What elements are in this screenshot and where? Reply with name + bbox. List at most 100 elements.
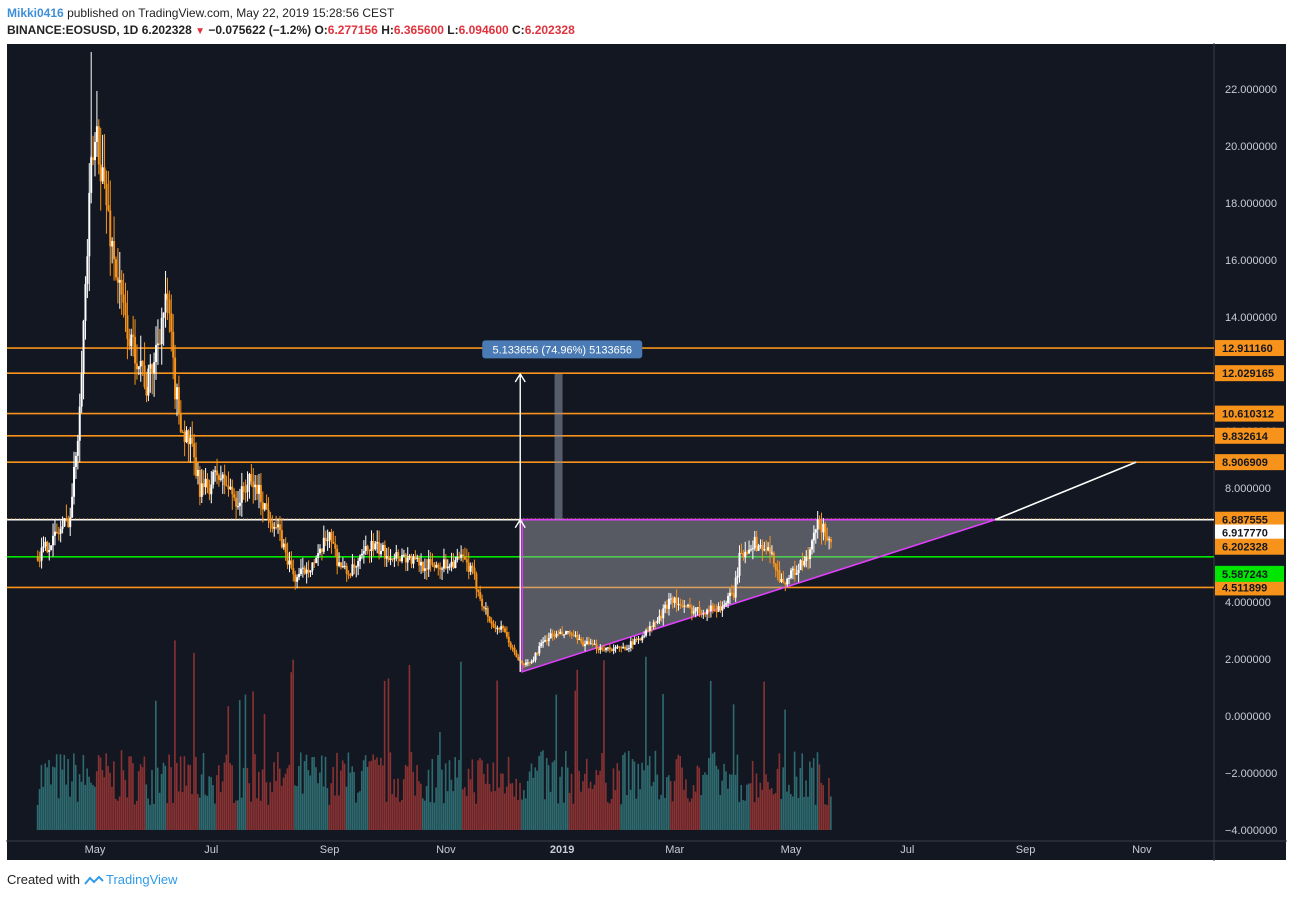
- volume-bar: [500, 773, 502, 830]
- candle-body: [488, 616, 491, 622]
- volume-bar: [538, 755, 540, 830]
- volume-bar: [519, 782, 521, 830]
- volume-bar: [761, 789, 763, 830]
- candle-body: [134, 336, 137, 364]
- volume-bar: [46, 767, 48, 830]
- candle-body: [246, 484, 249, 492]
- candle-body: [728, 592, 731, 596]
- volume-bar: [404, 764, 407, 830]
- candle-body: [355, 566, 358, 568]
- volume-bar: [563, 802, 565, 830]
- volume-bar: [271, 792, 273, 830]
- volume-bar: [429, 802, 432, 830]
- candle-body: [177, 387, 180, 415]
- volume-bar: [421, 798, 424, 830]
- volume-bar: [666, 777, 668, 830]
- volume-bar: [44, 763, 47, 830]
- candle-body: [763, 549, 766, 551]
- volume-bar: [189, 765, 191, 830]
- volume-bar: [214, 803, 216, 830]
- volume-bar: [76, 801, 79, 830]
- candle-body: [503, 628, 506, 633]
- candle-body: [366, 546, 369, 550]
- volume-bar: [42, 786, 45, 830]
- volume-bar: [313, 756, 315, 830]
- candle-body: [534, 652, 537, 660]
- volume-bar: [587, 788, 590, 830]
- candle-body: [490, 621, 493, 624]
- candle-body: [479, 592, 482, 599]
- volume-bar: [391, 794, 394, 830]
- volume-bar: [298, 766, 300, 830]
- volume-bar: [389, 752, 392, 830]
- volume-bar: [477, 760, 479, 830]
- volume-bar: [656, 774, 659, 830]
- candle-body: [374, 543, 377, 550]
- candle-body: [250, 474, 253, 482]
- candle-body: [225, 485, 228, 487]
- candle-body: [528, 662, 531, 664]
- candle-body: [454, 559, 457, 569]
- volume-bar: [334, 795, 336, 830]
- volume-bar: [105, 753, 108, 830]
- candle-body: [593, 643, 596, 645]
- volume-bar: [168, 754, 170, 830]
- candle-body: [307, 569, 310, 573]
- y-tick-label: 14.000000: [1225, 312, 1277, 324]
- volume-bar: [717, 769, 720, 830]
- volume-bar: [362, 760, 365, 830]
- candle-body: [749, 549, 752, 551]
- candle-body: [292, 568, 295, 575]
- candle-body: [606, 647, 609, 649]
- candle-body: [216, 470, 219, 476]
- volume-bar: [727, 788, 729, 830]
- candle-body: [788, 577, 791, 579]
- candle-body: [597, 649, 600, 651]
- candle-body: [172, 331, 175, 358]
- price-chart[interactable]: 5.133656 (74.96%) 5133656 22.000000 20.000…: [6, 43, 1287, 861]
- volume-bar: [103, 777, 106, 830]
- candle-body: [198, 469, 201, 497]
- chart-area[interactable]: 5.133656 (74.96%) 5133656 22.000000 20.000…: [6, 43, 1287, 861]
- candle-body: [208, 488, 211, 495]
- candle-body: [536, 652, 539, 654]
- candle-body: [362, 551, 365, 554]
- y-tick-label: 20.000000: [1225, 141, 1277, 153]
- down-arrow-icon: ▼: [195, 26, 206, 37]
- low-value: 6.094600: [458, 23, 509, 37]
- candle-body: [776, 570, 779, 572]
- candle-body: [755, 536, 758, 551]
- candle-body: [759, 545, 762, 547]
- volume-bar: [80, 781, 83, 830]
- candle-body: [612, 648, 615, 651]
- candle-body: [65, 518, 68, 520]
- volume-bar: [267, 804, 270, 830]
- volume-bar: [107, 766, 109, 830]
- candle-body: [622, 646, 625, 649]
- last-price: 6.202328: [141, 23, 192, 37]
- candle-body: [280, 530, 283, 548]
- tradingview-brand[interactable]: TradingView: [105, 872, 178, 887]
- volume-bar: [187, 764, 190, 830]
- volume-bar: [402, 779, 405, 830]
- candle-body: [814, 529, 817, 533]
- measure-arrowhead-lower: [514, 518, 526, 529]
- x-tick-label: 2019: [550, 844, 574, 856]
- volume-bar: [185, 785, 188, 830]
- volume-bar: [204, 794, 207, 830]
- volume-bar: [273, 762, 275, 830]
- volume-bar: [542, 750, 544, 830]
- volume-bar: [322, 786, 325, 830]
- candle-body: [149, 364, 152, 369]
- candle-body: [391, 558, 394, 560]
- volume-bar: [715, 765, 718, 830]
- candle-body: [48, 549, 51, 553]
- candle-body: [778, 570, 781, 582]
- volume-bar: [38, 789, 41, 830]
- candle-body: [736, 575, 739, 578]
- candle-body: [223, 474, 226, 486]
- candle-body: [345, 565, 348, 574]
- author-name[interactable]: Mikki0416: [7, 6, 64, 20]
- candle-body: [109, 210, 112, 247]
- close-label: C:: [512, 23, 525, 37]
